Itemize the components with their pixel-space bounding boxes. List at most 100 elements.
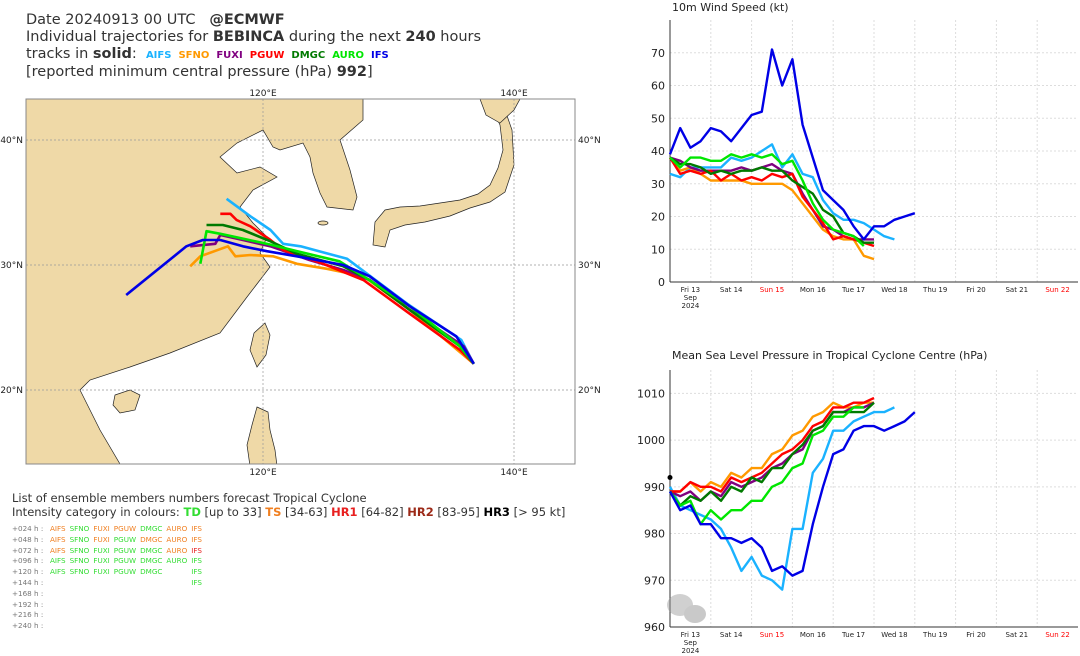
member-ifs: IFS <box>191 534 202 544</box>
lon-label: 120°E <box>249 468 277 478</box>
member-aifs: AIFS <box>50 556 66 566</box>
series-pguw <box>670 396 875 493</box>
x-tick-label: Sat 21 <box>1005 286 1028 294</box>
map-header: Date 20240913 00 UTC @ECMWF Individual t… <box>26 12 481 81</box>
member-pguw: PGUW <box>113 524 137 533</box>
luzon <box>246 406 278 464</box>
intensity-table: +024 h : AIFS SFNO FUXI PGUW DMGC AURO IFS +048 … <box>12 524 242 632</box>
y-tick-label: 20 <box>651 211 665 224</box>
y-tick-label: 40 <box>651 145 665 158</box>
x-tick-label: Tue 17 <box>841 286 865 294</box>
forecast-row: +240 h : <box>12 621 242 632</box>
x-tick-label: Fri 13 <box>681 286 700 294</box>
header-text: tracks in <box>26 46 93 62</box>
track-auro <box>199 229 475 365</box>
x-tick-sublabel: 2024 <box>681 302 699 310</box>
series-dmgc <box>669 156 874 244</box>
lead-time: +048 h : <box>12 534 44 544</box>
series-sfno <box>669 156 875 261</box>
forecast-row: +192 h : <box>12 600 242 611</box>
x-tick-label: Mon 16 <box>800 286 826 294</box>
member-dmgc: DMGC <box>140 556 163 566</box>
category-range: [83-95] <box>433 505 484 519</box>
y-tick-label: 70 <box>651 47 665 60</box>
org-label: @ECMWF <box>209 12 285 28</box>
model-legend-auro: AURO <box>332 50 364 61</box>
member-sfno: SFNO <box>69 545 90 555</box>
series-auro <box>669 406 864 526</box>
lead-time: +120 h : <box>12 567 44 577</box>
x-tick-label: Sun 15 <box>760 631 784 639</box>
x-tick-sublabel: Sep <box>684 639 698 647</box>
taiwan <box>249 322 271 368</box>
tracks <box>125 197 475 365</box>
member-aifs: AIFS <box>50 524 66 533</box>
member-ifs: IFS <box>191 545 202 555</box>
member-fuxi: FUXI <box>93 556 110 566</box>
y-tick-label: 10 <box>651 243 665 256</box>
member-pguw: PGUW <box>113 567 137 577</box>
member-aifs: AIFS <box>50 567 66 577</box>
lead-time: +144 h : <box>12 577 44 587</box>
model-legend-ifs: IFS <box>371 50 389 61</box>
member-aifs: AIFS <box>50 534 66 544</box>
x-tick-sublabel: 2024 <box>681 647 699 655</box>
x-tick-label: Sat 14 <box>720 286 743 294</box>
header-text: : <box>131 46 137 62</box>
x-tick-label: Sat 14 <box>720 631 743 639</box>
forecast-row: +216 h : <box>12 610 242 621</box>
series-aifs <box>669 143 895 241</box>
header-text: solid <box>92 46 132 62</box>
x-tick-label: Sun 22 <box>1045 286 1069 294</box>
intensity-list-title: List of ensemble members numbers forecas… <box>12 491 367 505</box>
storm-name: BEBINCA <box>212 29 285 45</box>
series-dmgc <box>669 401 875 507</box>
lat-label: 40°N <box>0 136 23 146</box>
track-pguw <box>220 212 475 365</box>
forecast-row: +048 h : AIFS SFNO FUXI PGUW DMGC AURO IFS <box>12 535 242 546</box>
observed-pressure-point <box>667 474 673 480</box>
member-auro: AURO <box>166 524 188 533</box>
jeju <box>317 220 329 226</box>
category-range: [> 95 kt] <box>509 505 566 519</box>
x-tick-label: Thu 19 <box>922 286 947 294</box>
date-label: Date 20240913 00 UTC <box>26 12 196 28</box>
member-ifs: IFS <box>191 567 202 577</box>
member-fuxi: FUXI <box>93 524 110 533</box>
model-legend-fuxi: FUXI <box>216 50 243 61</box>
member-pguw: PGUW <box>113 556 137 566</box>
y-tick-label: 30 <box>651 178 665 191</box>
y-tick-label: 980 <box>644 528 665 541</box>
lon-label: 140°E <box>500 468 528 478</box>
forecast-row: +168 h : <box>12 589 242 600</box>
track-ifs <box>125 238 475 365</box>
lat-label: 30°N <box>578 261 600 271</box>
japan <box>372 99 515 248</box>
hokkaido <box>479 99 521 124</box>
sea <box>79 99 575 464</box>
forecast-hours: 240 <box>405 29 436 45</box>
y-tick-label: 990 <box>644 481 665 494</box>
x-tick-label: Wed 18 <box>881 631 907 639</box>
y-tick-label: 50 <box>651 112 665 125</box>
category-range: [34-63] <box>281 505 332 519</box>
lon-label: 120°E <box>249 89 277 99</box>
member-ifs: IFS <box>191 556 202 566</box>
category-hr3: HR3 <box>483 505 510 519</box>
x-tick-label: Sun 22 <box>1045 631 1069 639</box>
x-tick-label: Mon 16 <box>800 631 826 639</box>
member-dmgc: DMGC <box>140 524 163 533</box>
lead-time: +024 h : <box>12 524 44 533</box>
series-sfno <box>670 401 874 493</box>
series-pguw <box>668 156 875 248</box>
lat-label: 20°N <box>0 386 23 396</box>
member-pguw: PGUW <box>113 545 137 555</box>
track-map: 120°E 140°E 120°E 140°E 40°N 30°N 20°N 4… <box>0 89 600 478</box>
category-range: [up to 33] <box>200 505 266 519</box>
y-tick-label: 1000 <box>637 434 665 447</box>
forecast-row: +120 h : AIFS SFNO FUXI PGUW DMGC IFS <box>12 567 242 578</box>
x-tick-label: Fri 20 <box>966 631 985 639</box>
series-auro <box>669 153 865 247</box>
lead-time: +072 h : <box>12 545 44 555</box>
wind-chart-title: 10m Wind Speed (kt) <box>672 1 789 14</box>
